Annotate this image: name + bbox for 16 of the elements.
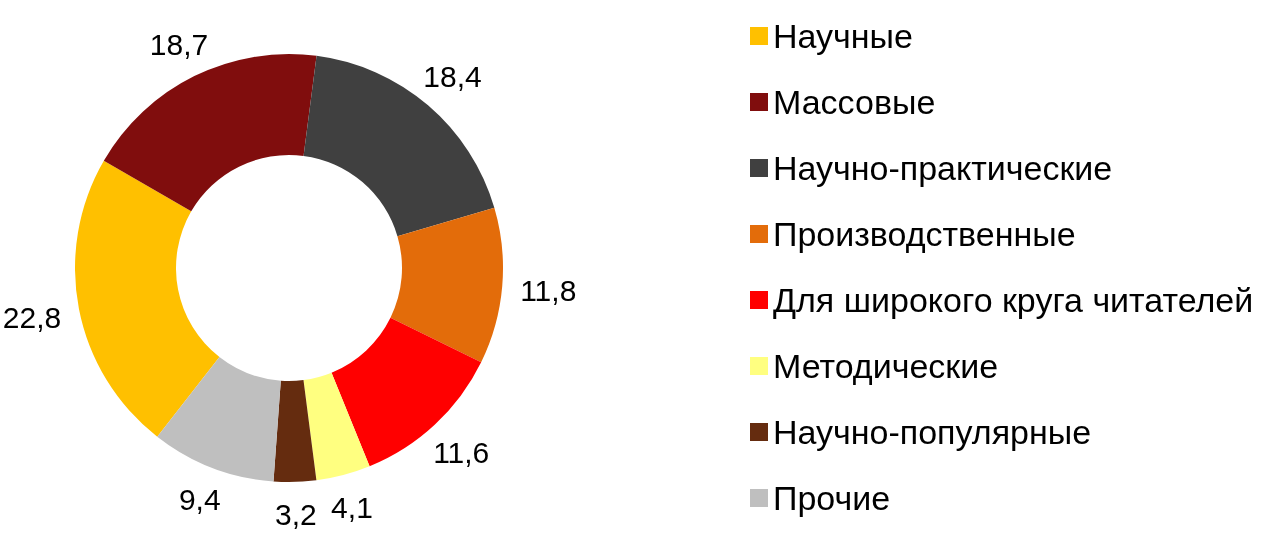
data-label: 22,8 [2,301,62,335]
legend-label: Научные [773,17,913,55]
legend-label: Прочие [773,479,891,517]
data-label: 18,4 [423,60,482,94]
legend-label: Для широкого круга читателей [773,281,1254,319]
data-label: 11,6 [433,436,490,470]
legend-label: Научно-популярные [773,413,1092,451]
legend-label: Методические [773,347,999,385]
data-label: 4,1 [331,490,373,524]
data-label: 9,4 [178,482,221,516]
legend-label: Массовые [773,83,936,121]
data-label: 18,7 [149,28,209,62]
data-label: 3,2 [275,498,317,532]
legend-label: Производственные [773,215,1076,253]
legend-label: Научно-практические [773,149,1113,187]
data-label: 11,8 [520,273,577,307]
